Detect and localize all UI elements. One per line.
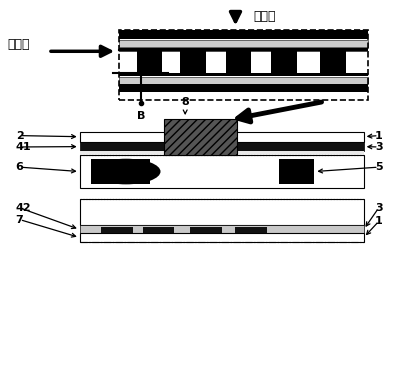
Bar [119,30,367,39]
Bar [119,40,367,46]
Bar [80,233,364,241]
Text: 1: 1 [375,131,383,141]
Bar [137,50,162,74]
Bar [91,159,150,184]
Bar [80,199,364,225]
Bar [119,77,367,84]
Text: 3: 3 [375,203,383,213]
Text: 正视图: 正视图 [8,38,30,51]
Bar [190,227,222,233]
Bar [119,73,367,76]
Bar [226,50,251,74]
Text: 7: 7 [16,215,23,224]
Bar [80,226,364,233]
Bar [180,50,206,74]
Bar [80,151,364,155]
Text: 2: 2 [16,131,23,141]
Bar [119,30,367,100]
Text: 3: 3 [375,142,383,152]
Bar [143,227,174,233]
Bar [236,227,267,233]
Text: 41: 41 [16,142,31,152]
Bar [101,227,133,233]
Bar [119,84,367,92]
Text: 6: 6 [16,162,24,172]
Bar [271,50,297,74]
Bar [279,159,314,184]
Bar [119,52,367,73]
Text: 42: 42 [16,203,31,213]
Bar [320,50,346,74]
Bar [80,132,364,142]
Bar [80,155,364,188]
Text: 5: 5 [375,162,383,172]
Bar [119,48,367,51]
Text: 1: 1 [375,216,383,226]
Ellipse shape [91,159,160,184]
Text: 俯视图: 俯视图 [253,10,276,22]
Text: 8: 8 [181,97,189,107]
Bar [164,119,238,155]
Bar [80,142,364,151]
Text: B: B [137,112,145,121]
